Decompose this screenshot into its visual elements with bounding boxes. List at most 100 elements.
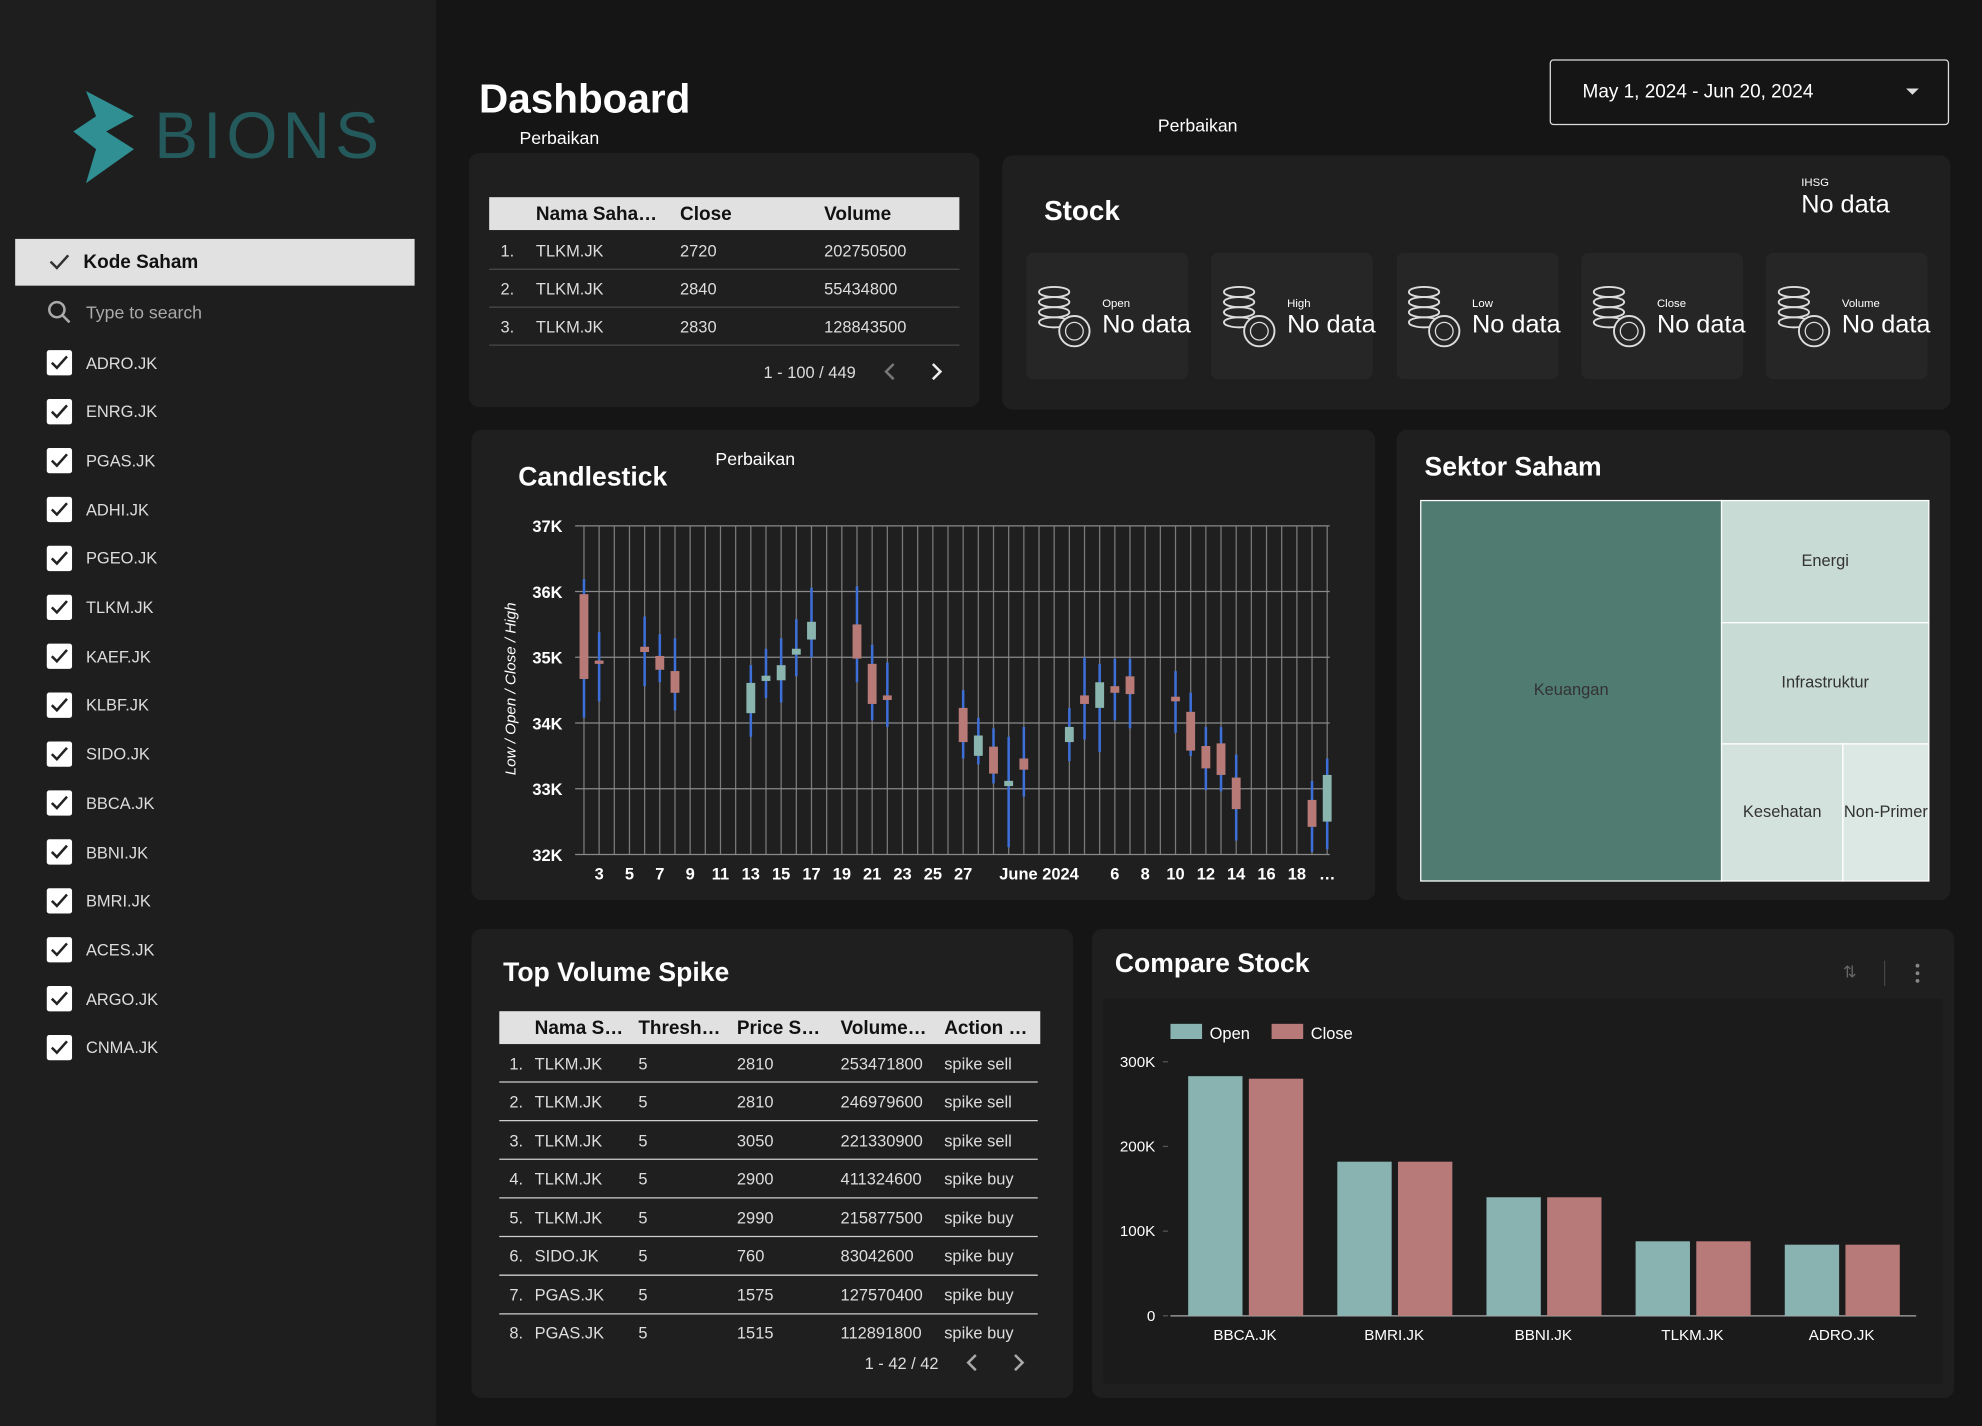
- x-tick-label: BBCA.JK: [1213, 1325, 1277, 1344]
- checkbox[interactable]: [46, 790, 73, 816]
- kpi-value: No data: [1287, 310, 1376, 339]
- table-cell: 6.: [509, 1246, 524, 1266]
- treemap-label: Infrastruktur: [1781, 674, 1869, 692]
- y-axis-label: Low / Open / Close / High: [501, 602, 520, 776]
- checkbox[interactable]: [46, 839, 73, 865]
- x-tick-label: 8: [1140, 863, 1150, 883]
- filter-item: CNMA.JK: [85, 1038, 159, 1058]
- page-arrow[interactable]: [1014, 1354, 1025, 1372]
- candle-body: [746, 682, 756, 714]
- check-icon: [50, 844, 68, 859]
- checkbox[interactable]: [46, 643, 73, 669]
- table-cell: 3.: [500, 316, 515, 336]
- bar: [1635, 1241, 1690, 1316]
- candle-body: [1080, 695, 1089, 704]
- note: Perbaikan: [519, 127, 600, 148]
- check-icon: [50, 991, 68, 1006]
- x-tick-label: 9: [685, 863, 695, 883]
- filter-item: PGAS.JK: [85, 451, 156, 471]
- y-tick-label: 200K: [1119, 1137, 1156, 1156]
- column-header: Nama S…: [534, 1016, 624, 1039]
- column-header: Volume: [824, 202, 892, 225]
- checkbox[interactable]: [46, 447, 73, 474]
- check-icon: [50, 600, 68, 615]
- table-cell: 5: [638, 1285, 648, 1305]
- table-cell: 5: [638, 1053, 648, 1073]
- logo-icon: [73, 91, 134, 184]
- checkbox[interactable]: [46, 937, 73, 963]
- candle-body: [1231, 777, 1241, 810]
- candle-body: [640, 646, 650, 653]
- candle-body: [791, 648, 801, 655]
- checkbox[interactable]: [46, 986, 73, 1012]
- chart-title: Sektor Saham: [1424, 451, 1602, 481]
- checkbox[interactable]: [46, 888, 73, 914]
- y-tick-label: 0: [1146, 1306, 1156, 1325]
- page-arrow[interactable]: [966, 1354, 977, 1372]
- pagination: 1 - 42 / 42: [864, 1353, 939, 1373]
- checkbox[interactable]: [46, 545, 73, 572]
- table-cell: TLKM.JK: [534, 1092, 603, 1112]
- checkbox[interactable]: [46, 1034, 73, 1061]
- coin-icon: [1038, 296, 1071, 309]
- logo-text: BIONS: [154, 99, 385, 174]
- kpi-card: [1211, 252, 1374, 380]
- checkbox[interactable]: [46, 692, 73, 718]
- check-icon: [50, 404, 68, 419]
- candle-body: [1307, 799, 1317, 827]
- menu-icon[interactable]: [1915, 963, 1920, 968]
- page-arrow[interactable]: [931, 363, 943, 381]
- candle-body: [1110, 686, 1120, 693]
- compare-plot: [1103, 998, 1943, 1385]
- table-cell: 5: [638, 1130, 648, 1150]
- search-box[interactable]: Type to search: [85, 302, 203, 323]
- menu-icon[interactable]: [1915, 978, 1920, 983]
- legend-label: Close: [1310, 1023, 1353, 1043]
- table-cell: 760: [736, 1246, 765, 1266]
- checkbox[interactable]: [46, 350, 73, 376]
- coin-icon: [1777, 285, 1810, 298]
- table-cell: 411324600: [840, 1169, 922, 1189]
- table-header: [489, 197, 960, 231]
- checkbox[interactable]: [46, 741, 73, 767]
- search-icon: [61, 313, 71, 324]
- filter-header[interactable]: [15, 238, 415, 286]
- table-cell: spike sell: [944, 1092, 1012, 1112]
- table-cell: 2.: [509, 1092, 524, 1112]
- bar: [1248, 1078, 1304, 1316]
- treemap-cell: [1720, 499, 1930, 624]
- date-picker[interactable]: [1549, 59, 1950, 126]
- filter-item: BBCA.JK: [85, 793, 155, 813]
- menu-icon[interactable]: [1915, 971, 1920, 976]
- checkbox[interactable]: [46, 496, 73, 523]
- coin-icon: [1434, 321, 1454, 341]
- coin-icon: [1249, 321, 1269, 341]
- candle-body: [867, 663, 877, 704]
- checkbox[interactable]: [46, 399, 73, 425]
- table-cell: 55434800: [824, 278, 898, 298]
- table-cell: 215877500: [840, 1208, 923, 1228]
- treemap-cell: [1842, 743, 1930, 882]
- table-cell: 127570400: [840, 1285, 923, 1305]
- date-range[interactable]: May 1, 2024 - Jun 20, 2024: [1582, 80, 1814, 102]
- table-cell: 112891800: [840, 1324, 922, 1343]
- sort-icon[interactable]: ⇅: [1843, 964, 1857, 982]
- x-tick-label: 19: [832, 863, 851, 883]
- candle-body: [594, 660, 604, 664]
- column-header: Nama Saha…: [535, 202, 658, 225]
- x-tick-label: 16: [1257, 863, 1276, 883]
- page-arrow[interactable]: [884, 363, 895, 381]
- x-tick-label: …: [1318, 863, 1336, 883]
- table-cell: SIDO.JK: [534, 1246, 599, 1266]
- kpi-label: Close: [1656, 296, 1687, 310]
- y-tick-label: 35K: [532, 647, 563, 667]
- coin-icon: [1064, 321, 1084, 341]
- column-header: Volume…: [840, 1016, 927, 1039]
- check-icon: [50, 795, 68, 810]
- candle-body: [882, 695, 892, 701]
- x-tick-label: June 2024: [999, 863, 1079, 883]
- x-tick-label: 15: [772, 863, 791, 883]
- checkbox[interactable]: [46, 594, 73, 620]
- kpi-card: [1396, 252, 1558, 380]
- table-cell: 2840: [680, 278, 717, 298]
